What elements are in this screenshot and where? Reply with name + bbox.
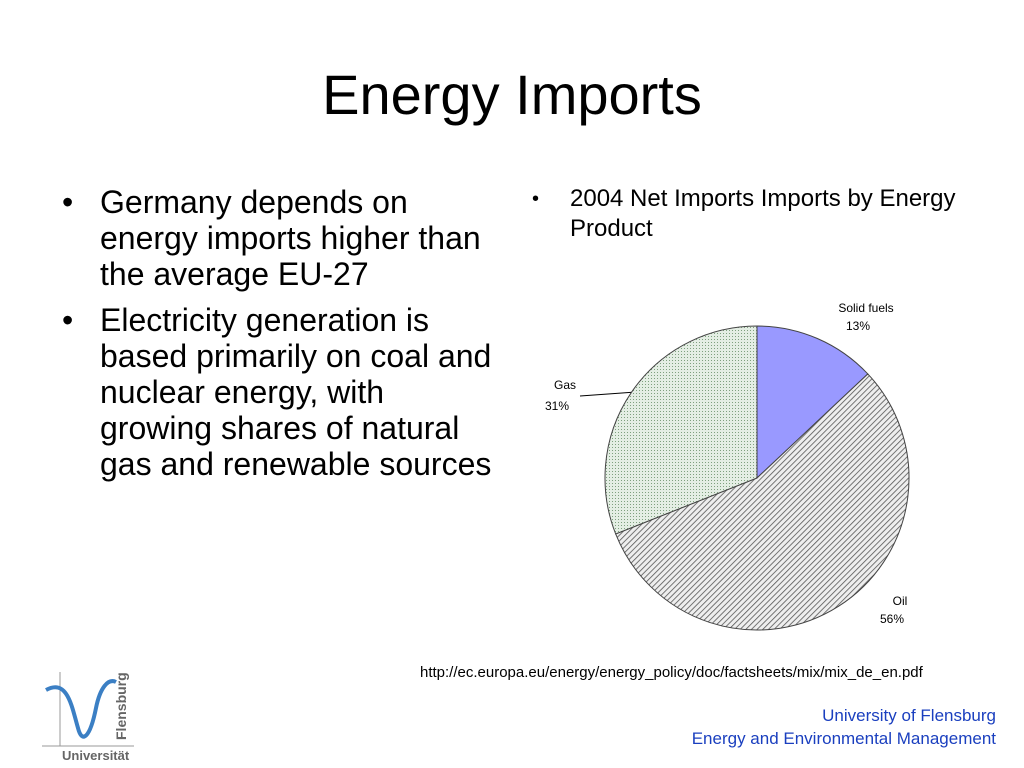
slice-label: Gas bbox=[554, 378, 576, 392]
bullet: Electricity generation is based primaril… bbox=[62, 302, 502, 482]
footer-line: University of Flensburg bbox=[822, 706, 996, 725]
leader-line bbox=[579, 391, 637, 397]
bullet-list: Germany depends on energy imports higher… bbox=[62, 184, 502, 492]
logo-mark bbox=[45, 679, 117, 739]
value-label: 13% bbox=[846, 319, 870, 333]
pie-slice bbox=[604, 325, 758, 535]
slice-label: Oil bbox=[893, 594, 908, 608]
logo-text: Flensburg bbox=[113, 672, 129, 740]
footer: University of Flensburg Energy and Envir… bbox=[692, 704, 996, 750]
logo: Flensburg Universität bbox=[42, 672, 134, 763]
chart-caption: 2004 Net Imports Imports by Energy Produ… bbox=[532, 184, 990, 244]
footer-line: Energy and Environmental Management bbox=[691, 729, 996, 748]
logo-text: Universität bbox=[62, 748, 130, 763]
value-label: 31% bbox=[545, 399, 569, 413]
slice-label: Solid fuels bbox=[838, 301, 893, 315]
slide-title: Energy Imports bbox=[322, 63, 702, 126]
pie-slice bbox=[756, 325, 869, 480]
value-label: 56% bbox=[880, 612, 904, 626]
pie-slice bbox=[615, 373, 910, 631]
bullet: Germany depends on energy imports higher… bbox=[62, 184, 502, 292]
source-url: http://ec.europa.eu/energy/energy_policy… bbox=[420, 664, 923, 681]
